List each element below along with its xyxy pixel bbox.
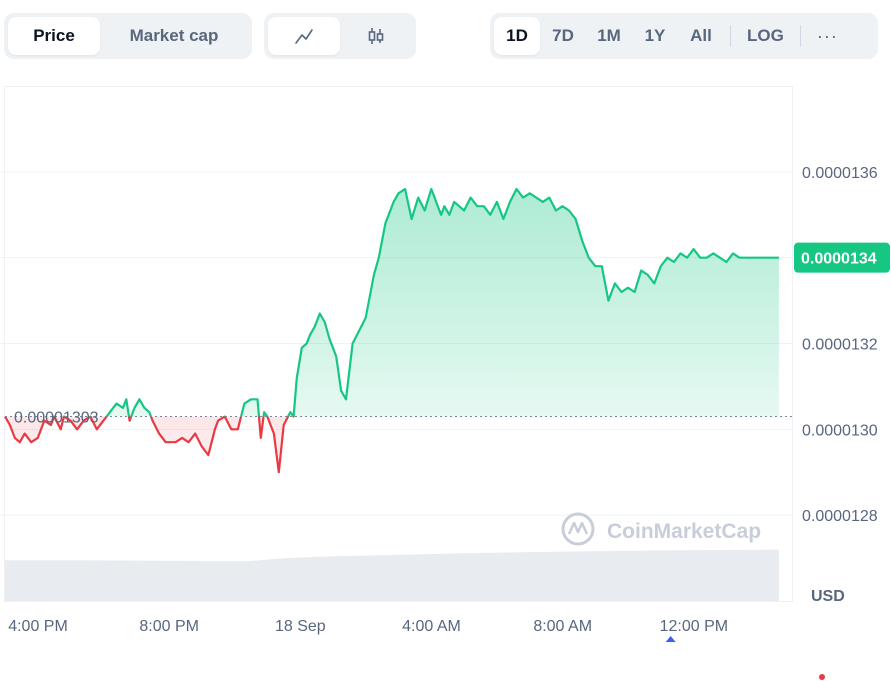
x-tick-label: 18 Sep xyxy=(275,618,326,635)
metric-toggle: Price Market cap xyxy=(4,13,252,59)
log-scale-button[interactable]: LOG xyxy=(747,26,784,45)
x-tick-label: 4:00 AM xyxy=(402,618,461,635)
watermark-text: CoinMarketCap xyxy=(607,520,761,543)
current-price-label: 0.0000134 xyxy=(801,251,877,268)
range-1d[interactable]: 1D xyxy=(494,17,540,55)
range-7d[interactable]: 7D xyxy=(552,26,574,45)
status-dot xyxy=(819,674,825,680)
price-area xyxy=(5,189,779,473)
price-line xyxy=(4,187,779,474)
coinmarketcap-logo-icon xyxy=(561,512,595,546)
area-down xyxy=(5,416,294,473)
chart-toolbar: Price Market cap 1D 7D 1M 1Y All LOG ··· xyxy=(0,0,891,76)
watermark: CoinMarketCap xyxy=(561,512,761,546)
candlestick-icon xyxy=(368,28,384,44)
divider xyxy=(730,25,731,47)
current-price-badge: 0.0000134 xyxy=(794,242,890,273)
chart-type-toggle xyxy=(264,13,416,59)
x-tick-label: 12:00 PM xyxy=(660,618,728,635)
line-chart-icon xyxy=(295,29,313,44)
candlestick-button[interactable] xyxy=(340,17,412,55)
range-all[interactable]: All xyxy=(690,26,712,45)
range-1m[interactable]: 1M xyxy=(597,26,621,45)
currency-label: USD xyxy=(811,588,845,605)
more-options-icon[interactable]: ··· xyxy=(816,26,838,46)
line-up xyxy=(5,187,779,417)
x-tick-label: 8:00 PM xyxy=(139,618,199,635)
line-chart-button[interactable] xyxy=(268,17,340,55)
area-up xyxy=(5,189,779,417)
time-cursor-marker xyxy=(665,636,676,642)
y-tick-label: 0.0000132 xyxy=(802,337,878,354)
y-axis: 0.0000136 0.0000134 0.0000132 0.0000130 0.00… xyxy=(802,165,878,525)
tab-market-cap[interactable]: Market cap xyxy=(129,26,219,45)
x-tick-label: 4:00 PM xyxy=(8,618,68,635)
price-chart[interactable]: CoinMarketCap 0.00001303 0.00001360.0000… xyxy=(0,76,891,681)
x-axis: 4:00 PM 8:00 PM 18 Sep 4:00 AM 8:00 AM 12:00 … xyxy=(8,618,728,635)
baseline-label: 0.00001303 xyxy=(14,409,99,426)
volume-bars xyxy=(5,549,779,601)
y-tick-label: 0.0000128 xyxy=(802,508,878,525)
tab-price[interactable]: Price xyxy=(8,17,100,55)
time-range-toggle: 1D 7D 1M 1Y All LOG ··· xyxy=(490,13,878,59)
volume-area xyxy=(5,549,779,601)
x-tick-label: 8:00 AM xyxy=(533,618,592,635)
range-1y[interactable]: 1Y xyxy=(644,26,666,45)
y-tick-label: 0.0000130 xyxy=(802,422,878,439)
divider xyxy=(799,25,801,47)
y-tick-label: 0.0000136 xyxy=(802,165,878,182)
